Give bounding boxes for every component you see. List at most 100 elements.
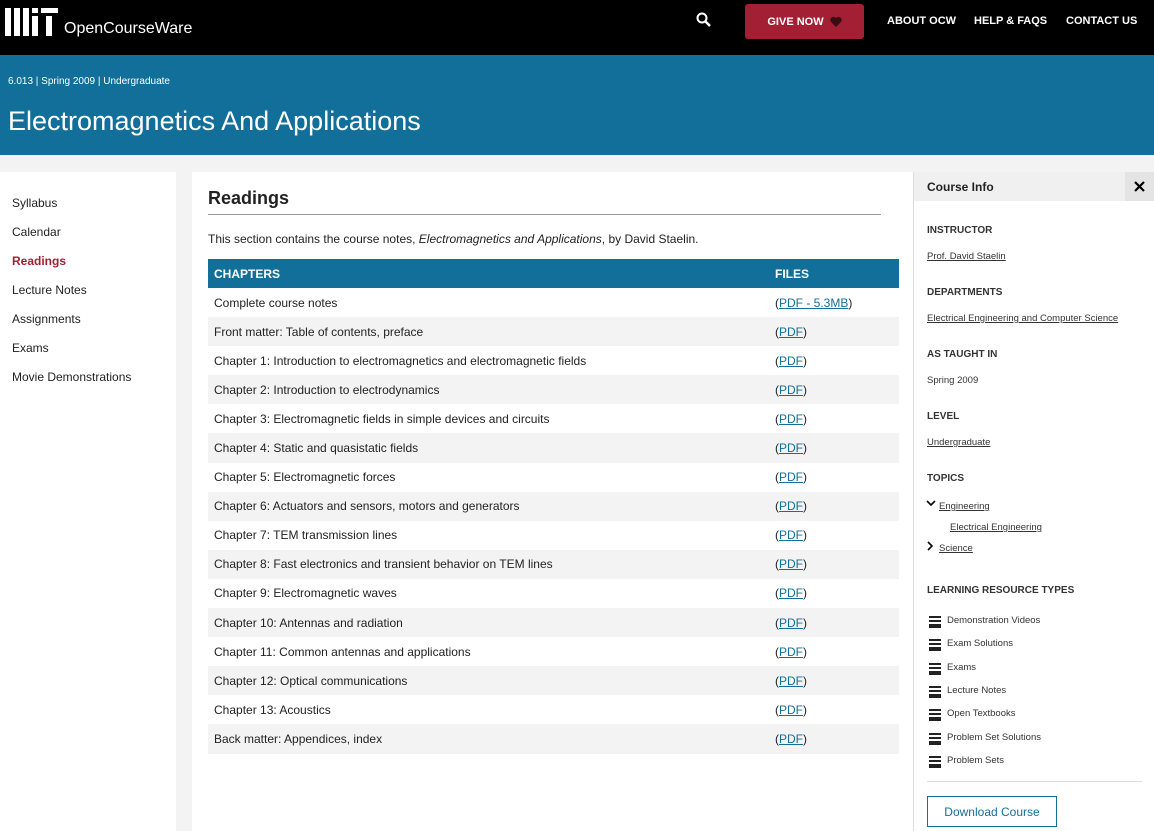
resource-icon xyxy=(929,662,941,675)
resource-icon xyxy=(929,732,941,745)
chapter-cell: Complete course notes xyxy=(214,295,338,310)
file-cell: (PDF) xyxy=(769,317,899,347)
paren: ) xyxy=(803,702,807,717)
resource-icon xyxy=(929,616,941,628)
brand[interactable]: OpenCourseWare xyxy=(64,20,193,37)
chevron-right[interactable] xyxy=(927,541,935,551)
chapter-cell: Front matter: Table of contents, preface xyxy=(208,317,769,347)
file-link[interactable]: PDF xyxy=(779,557,803,572)
file-cell: (PDF) xyxy=(769,695,899,724)
table-row: Chapter 10: Antennas and radiation (PDF) xyxy=(208,608,899,638)
file-link[interactable]: PDF xyxy=(779,411,803,426)
resource-link[interactable]: Demonstration Videos xyxy=(947,615,1041,626)
file-cell: (PDF - 5.3MB) xyxy=(769,288,899,317)
file-cell: (PDF) xyxy=(769,724,899,754)
topic-link[interactable]: Science xyxy=(939,543,973,554)
level-link[interactable]: Undergraduate xyxy=(927,437,991,448)
course-title: Electromagnetics And Applications xyxy=(8,106,421,136)
sidebar-link[interactable]: Syllabus xyxy=(12,196,58,210)
sidebar: Syllabus Calendar Readings Lecture Notes Ass… xyxy=(0,172,176,831)
department-link[interactable]: Electrical Engineering and Computer Scie… xyxy=(927,313,1119,324)
resource-link[interactable]: Exam Solutions xyxy=(947,638,1014,650)
chapter-cell: Chapter 4: Static and quasistatic fields xyxy=(208,433,769,463)
resource-icon xyxy=(929,709,941,722)
file-link[interactable]: PDF xyxy=(779,731,803,746)
table-row: Chapter 1: Introduction to electromagnet… xyxy=(208,346,899,375)
sidebar-link[interactable]: Calendar xyxy=(12,225,61,239)
file-cell: (PDF) xyxy=(769,637,899,666)
table-row: Chapter 4: Static and quasistatic fields… xyxy=(208,433,899,463)
sidebar-link[interactable]: Exams xyxy=(12,341,49,355)
paren: ) xyxy=(803,731,807,746)
paren: ( xyxy=(775,557,779,572)
table-row: Chapter 9: Electromagnetic waves (PDF) xyxy=(208,579,899,608)
chapter-cell: Chapter 7: TEM transmission lines xyxy=(214,528,398,543)
resource-link[interactable]: Problem Sets xyxy=(947,754,1005,766)
file-link[interactable]: PDF xyxy=(779,586,803,601)
search-icon[interactable] xyxy=(696,12,712,28)
paren: ( xyxy=(775,411,779,426)
resource-link[interactable]: Problem Set Solutions xyxy=(947,731,1041,743)
nav-link[interactable]: ABOUT OCW xyxy=(887,15,957,27)
sidebar-link[interactable]: Lecture Notes xyxy=(12,283,87,297)
file-link[interactable]: PDF xyxy=(779,528,803,543)
info-label: LEVEL xyxy=(927,411,960,422)
resource-icon xyxy=(929,639,941,652)
file-link[interactable]: PDF xyxy=(779,382,803,397)
paren: ( xyxy=(775,644,779,659)
file-cell: (PDF) xyxy=(769,404,899,433)
intro-text: This section contains the course notes, xyxy=(208,232,419,246)
table-row: Chapter 13: Acoustics (PDF) xyxy=(208,695,899,724)
nav-link[interactable]: CONTACT US xyxy=(1066,15,1138,27)
resource-link[interactable]: Exams xyxy=(947,661,977,673)
chapter-cell: Chapter 2: Introduction to electrodynami… xyxy=(208,375,769,405)
paren: ( xyxy=(775,731,779,746)
file-cell: (PDF) xyxy=(769,433,899,463)
file-link[interactable]: PDF xyxy=(779,441,803,456)
paren: ( xyxy=(775,702,779,717)
close-button[interactable] xyxy=(1125,172,1154,201)
heart xyxy=(829,16,842,27)
download-button[interactable]: Download Course xyxy=(927,796,1057,827)
paren: ( xyxy=(775,499,779,514)
file-cell: (PDF) xyxy=(769,666,899,696)
chapter-cell: Chapter 11: Common antennas and applicat… xyxy=(214,644,471,659)
nav-link[interactable]: HELP & FAQS xyxy=(974,15,1048,27)
sidebar-link[interactable]: Readings xyxy=(12,254,67,268)
column-header: CHAPTERS xyxy=(208,259,769,288)
file-cell: (PDF) xyxy=(769,608,899,638)
topic-link[interactable]: Electrical Engineering xyxy=(950,522,1042,533)
chapter-cell: Chapter 6: Actuators and sensors, motors… xyxy=(208,491,769,521)
table-row: Chapter 3: Electromagnetic fields in sim… xyxy=(208,404,899,433)
file-cell: (PDF) xyxy=(769,579,899,608)
paren: ) xyxy=(803,382,807,397)
paren: ) xyxy=(803,673,807,688)
chapter-cell: Back matter: Appendices, index xyxy=(208,724,769,754)
info-title: Course Info xyxy=(927,180,994,194)
file-cell: (PDF) xyxy=(769,375,899,405)
table-row: Back matter: Appendices, index (PDF) xyxy=(208,724,899,754)
file-link[interactable]: PDF xyxy=(779,499,803,514)
file-link[interactable]: PDF xyxy=(779,702,803,717)
file-link[interactable]: PDF xyxy=(779,673,803,688)
file-link[interactable]: PDF xyxy=(779,324,803,339)
mit-logo xyxy=(5,8,58,36)
instructor-link[interactable]: Prof. David Staelin xyxy=(927,251,1006,262)
chevron-down[interactable] xyxy=(926,500,936,508)
file-link[interactable]: PDF xyxy=(779,353,803,368)
resource-link[interactable]: Lecture Notes xyxy=(947,684,1007,696)
sidebar-link[interactable]: Movie Demonstrations xyxy=(12,370,132,384)
file-link[interactable]: PDF xyxy=(779,615,803,630)
paren: ( xyxy=(775,441,779,456)
sidebar-link[interactable]: Assignments xyxy=(12,312,81,326)
file-link[interactable]: PDF - 5.3MB xyxy=(779,295,849,310)
chapter-cell: Chapter 5: Electromagnetic forces xyxy=(214,470,396,485)
file-link[interactable]: PDF xyxy=(779,470,803,485)
paren: ) xyxy=(803,499,807,514)
give-button[interactable]: GIVE NOW xyxy=(745,4,864,39)
resource-link[interactable]: Open Textbooks xyxy=(947,708,1016,720)
file-link[interactable]: PDF xyxy=(779,644,803,659)
topic-link[interactable]: Engineering xyxy=(939,501,990,512)
readings-table: CHAPTERS FILES Complete course notes (PDF -… xyxy=(208,259,899,754)
